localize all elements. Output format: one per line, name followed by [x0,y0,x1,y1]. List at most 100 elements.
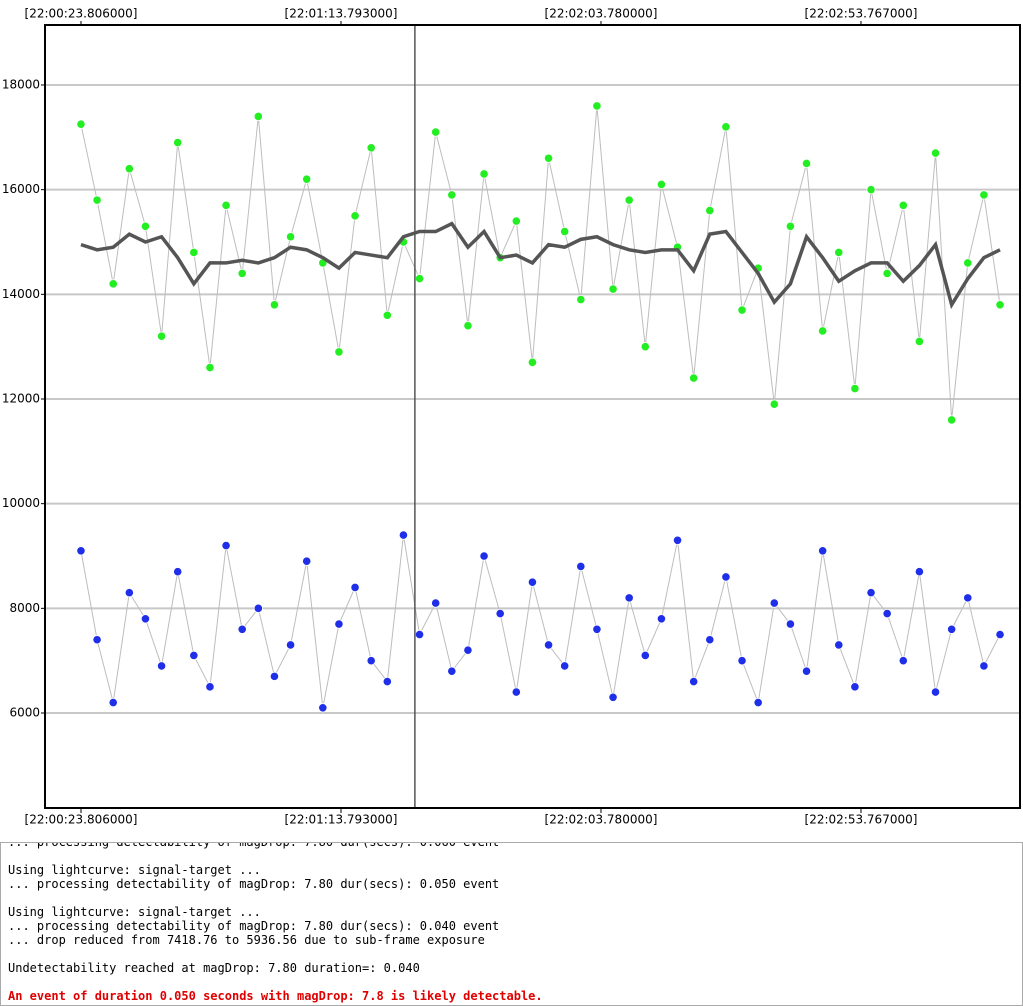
data-point [624,195,634,205]
data-point [656,614,667,624]
y-tick-label: 14000 [2,287,40,301]
x-tick-label: [22:02:53.767000] [805,813,918,827]
plot-background [45,25,1020,808]
data-point [850,383,860,394]
data-point [914,567,925,577]
x-tick-label: [22:01:13.793000] [285,813,398,827]
data-point [173,137,183,148]
data-point [963,258,973,268]
log-text: ... processing detectability of magDrop:… [1,842,1022,1003]
log-line: ... processing detectability of magDrop:… [8,919,500,933]
data-point [737,656,747,666]
data-point [511,687,521,697]
log-panel: ... processing detectability of magDrop:… [0,842,1023,1006]
log-line: ... processing detectability of magDrop:… [8,842,500,849]
log-line [8,849,1022,863]
data-point [350,582,360,593]
data-point [914,336,925,347]
y-tick-label: 18000 [2,77,40,91]
data-point [721,122,731,132]
connector-line [80,534,1001,708]
log-line: ... drop reduced from 7418.76 to 5936.56… [8,933,485,947]
data-point [140,221,151,231]
data-point [156,661,167,671]
data-point [785,619,796,629]
x-tick-label-top: [22:02:53.767000] [805,7,918,21]
data-point [253,603,263,613]
data-point [608,692,618,702]
data-point [302,556,312,566]
data-point [366,143,376,153]
data-point [672,535,683,545]
data-point [398,530,409,540]
data-point [866,588,876,598]
data-point [576,294,586,305]
data-point [898,656,908,666]
data-point [447,666,457,676]
data-point [995,300,1005,310]
data-point [640,650,650,661]
data-point [705,205,715,216]
data-point [237,268,247,278]
data-point [285,232,296,242]
data-point [576,561,586,572]
data-point [737,305,747,315]
data-point [382,677,392,687]
data-point [882,608,892,619]
data-point [431,598,441,608]
log-line [8,947,1022,961]
data-point [221,200,231,210]
data-point [431,127,441,137]
data-point [930,687,941,697]
y-tick-label: 6000 [9,706,40,720]
data-point [447,190,457,200]
data-point [543,153,554,163]
data-point [527,577,538,587]
data-point [92,195,102,205]
data-point [108,697,118,708]
data-point [560,661,570,671]
log-line: Using lightcurve: signal-target ... [8,905,261,919]
data-point [947,415,957,425]
log-line [8,891,1022,905]
x-tick-label-top: [22:01:13.793000] [285,7,398,21]
data-point [592,624,602,634]
data-point [221,540,231,551]
connector-line [80,105,1001,420]
data-point [785,221,796,231]
y-tick-label: 10000 [2,496,40,510]
data-point [560,226,570,237]
y-tick-label: 8000 [9,601,40,615]
data-point [769,598,779,608]
data-point [527,357,538,367]
data-point [995,629,1005,640]
data-point [124,588,134,598]
data-point [140,614,151,624]
data-point [269,300,280,310]
data-point [769,399,779,409]
data-point [463,645,473,655]
data-point [495,608,505,619]
data-point [334,347,344,357]
data-point [721,572,731,582]
data-point [366,656,376,666]
log-line: Undetectability reached at magDrop: 7.80… [8,961,420,975]
data-point [108,279,118,289]
data-point [930,148,941,158]
smoothed-line [80,221,1001,310]
data-point [882,268,892,278]
data-point [834,247,844,258]
data-point [302,174,312,184]
data-point [656,179,667,190]
data-point [818,546,828,556]
data-point [76,119,86,129]
data-point [543,640,554,650]
data-point [801,158,812,169]
data-point [979,661,989,671]
data-point [705,635,715,645]
data-point [124,164,134,174]
data-point [592,101,602,111]
data-point [173,567,183,577]
data-point [92,635,102,645]
y-tick-label: 12000 [2,391,40,405]
